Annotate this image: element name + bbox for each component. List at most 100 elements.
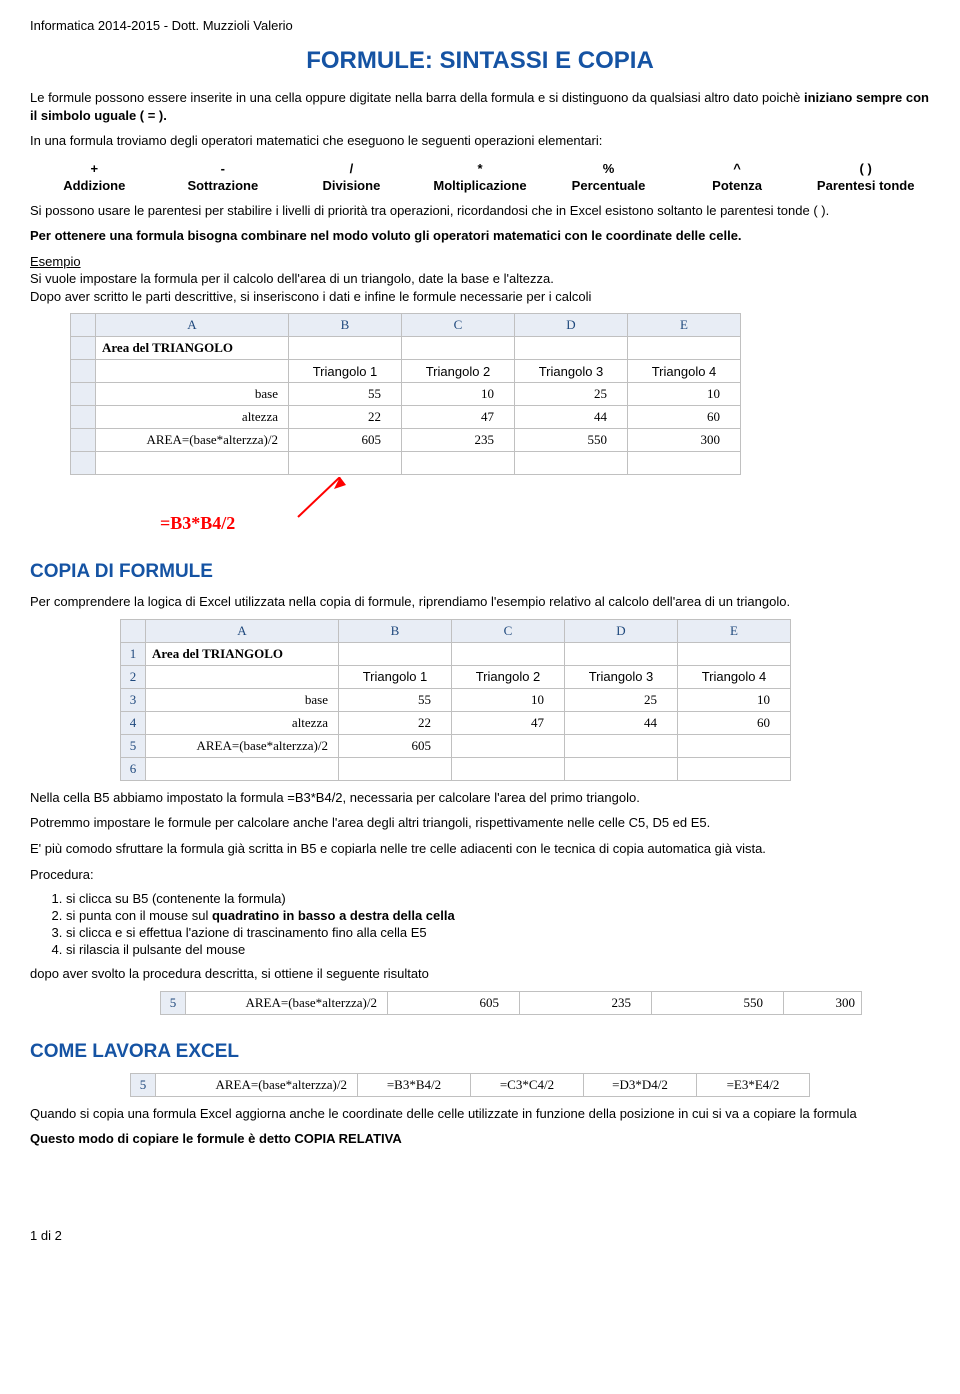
section-heading: COPIA DI FORMULE: [30, 561, 930, 583]
example-label: Esempio: [30, 254, 81, 269]
procedure-label: Procedura:: [30, 866, 930, 884]
excel-table-1: A B C D E Area del TRIANGOLO Triangolo 1…: [70, 313, 930, 475]
cell: 55: [289, 383, 402, 406]
op-label: Divisione: [287, 177, 416, 194]
cell: 22: [289, 406, 402, 429]
cell: [289, 337, 402, 360]
cell: Triangolo 4: [678, 665, 791, 688]
excel-row-result: 5 AREA=(base*alterzza)/2 605 235 550 300: [160, 991, 930, 1015]
cell: [96, 360, 289, 383]
cell: AREA=(base*alterzza)/2: [156, 1073, 358, 1096]
cell: 10: [678, 688, 791, 711]
cell: altezza: [96, 406, 289, 429]
paragraph: dopo aver svolto la procedura descritta,…: [30, 965, 930, 983]
section-heading: COME LAVORA EXCEL: [30, 1041, 930, 1063]
cell: [515, 337, 628, 360]
paragraph: Nella cella B5 abbiamo impostato la form…: [30, 789, 930, 807]
text: Le formule possono essere inserite in un…: [30, 90, 804, 105]
excel-corner: [71, 314, 96, 337]
excel-col-header: A: [96, 314, 289, 337]
cell: Triangolo 1: [289, 360, 402, 383]
list-item: si clicca su B5 (contenente la formula): [66, 891, 930, 906]
cell: [452, 642, 565, 665]
excel-col-header: C: [402, 314, 515, 337]
op-sym: ( ): [801, 160, 930, 177]
cell: [402, 337, 515, 360]
cell: [565, 757, 678, 780]
page-footer: 1 di 2: [30, 1228, 930, 1243]
list-item: si rilascia il pulsante del mouse: [66, 942, 930, 957]
cell: AREA=(base*alterzza)/2: [186, 991, 388, 1014]
op-label: Potenza: [673, 177, 802, 194]
cell: =B3*B4/2: [358, 1073, 471, 1096]
paragraph: Quando si copia una formula Excel aggior…: [30, 1105, 930, 1123]
cell: [628, 337, 741, 360]
cell: [678, 734, 791, 757]
cell: Triangolo 4: [628, 360, 741, 383]
paragraph: Per comprendere la logica di Excel utili…: [30, 593, 930, 611]
excel-row-header: 6: [121, 757, 146, 780]
cell: 10: [402, 383, 515, 406]
cell: 10: [628, 383, 741, 406]
paragraph: E' più comodo sfruttare la formula già s…: [30, 840, 930, 858]
cell: 44: [515, 406, 628, 429]
procedure-list: si clicca su B5 (contenente la formula) …: [48, 891, 930, 957]
paragraph: Si possono usare le parentesi per stabil…: [30, 202, 930, 220]
cell: altezza: [146, 711, 339, 734]
excel-row-header: 5: [131, 1073, 156, 1096]
cell: [452, 734, 565, 757]
excel-col-header: B: [339, 619, 452, 642]
cell: 235: [402, 429, 515, 452]
cell: 10: [452, 688, 565, 711]
op-label: Moltiplicazione: [416, 177, 545, 194]
cell: AREA=(base*alterzza)/2: [146, 734, 339, 757]
excel-row-header: 3: [121, 688, 146, 711]
cell: =C3*C4/2: [471, 1073, 584, 1096]
cell: 47: [402, 406, 515, 429]
cell: 25: [565, 688, 678, 711]
cell: =D3*D4/2: [584, 1073, 697, 1096]
excel-col-header: B: [289, 314, 402, 337]
cell: [678, 757, 791, 780]
paragraph-intro: Le formule possono essere inserite in un…: [30, 89, 930, 124]
arrow-icon: [290, 477, 350, 527]
cell: [289, 452, 402, 475]
excel-row-header: 2: [121, 665, 146, 688]
op-sym: +: [30, 160, 159, 177]
cell: Triangolo 3: [515, 360, 628, 383]
excel-row-header: 1: [121, 642, 146, 665]
excel-row-header: [71, 337, 96, 360]
cell: AREA=(base*alterzza)/2: [96, 429, 289, 452]
text: si punta con il mouse sul: [66, 908, 212, 923]
excel-row-header: [71, 429, 96, 452]
excel-col-header: E: [628, 314, 741, 337]
cell: [452, 757, 565, 780]
cell: 300: [784, 991, 862, 1014]
op-label: Percentuale: [544, 177, 673, 194]
op-sym: /: [287, 160, 416, 177]
excel-row-header: [71, 406, 96, 429]
excel-corner: [121, 619, 146, 642]
cell: [565, 642, 678, 665]
op-label: Parentesi tonde: [801, 177, 930, 194]
doc-header: Informatica 2014-2015 - Dott. Muzzioli V…: [30, 18, 930, 33]
cell: [402, 452, 515, 475]
cell: 235: [520, 991, 652, 1014]
text: Si vuole impostare la formula per il cal…: [30, 271, 554, 286]
cell: [678, 642, 791, 665]
cell: 605: [339, 734, 452, 757]
cell: 22: [339, 711, 452, 734]
excel-table-2: A B C D E 1 Area del TRIANGOLO 2 Triango…: [120, 619, 930, 781]
cell: Triangolo 3: [565, 665, 678, 688]
op-sym: %: [544, 160, 673, 177]
excel-col-header: D: [515, 314, 628, 337]
cell: [565, 734, 678, 757]
cell: base: [96, 383, 289, 406]
paragraph-bold: Per ottenere una formula bisogna combina…: [30, 227, 930, 245]
cell: base: [146, 688, 339, 711]
cell: 550: [652, 991, 784, 1014]
cell: [339, 642, 452, 665]
text: Dopo aver scritto le parti descrittive, …: [30, 289, 591, 304]
page: Informatica 2014-2015 - Dott. Muzzioli V…: [0, 0, 960, 1273]
op-sym: ^: [673, 160, 802, 177]
